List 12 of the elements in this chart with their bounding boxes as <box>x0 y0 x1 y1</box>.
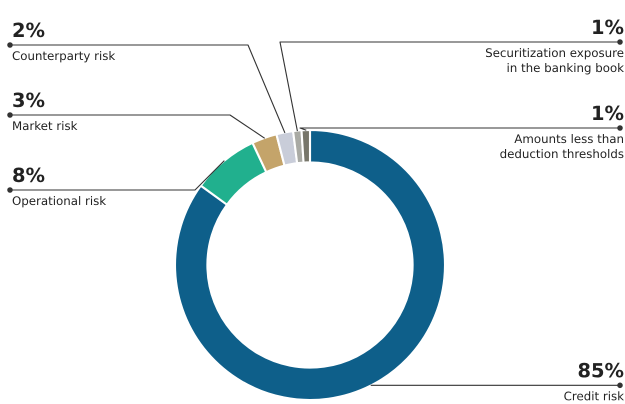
data-label: 2% <box>14 22 44 38</box>
data-label: 85% <box>578 362 624 378</box>
data-label: 8% <box>13 168 44 182</box>
data-label: 1% <box>593 20 624 34</box>
slice-label: Credit risk <box>564 391 624 400</box>
slice-label: Amounts less than deduction thresholds <box>500 134 624 158</box>
data-label: 1% <box>593 106 624 120</box>
slice-label: Market risk <box>13 121 78 130</box>
slice-label: Operational risk <box>12 196 106 208</box>
slice-label: Counterparty risk <box>12 51 116 62</box>
data-label: 3% <box>13 92 44 108</box>
slice-label: Securitization exposure in the banking book <box>486 48 624 74</box>
